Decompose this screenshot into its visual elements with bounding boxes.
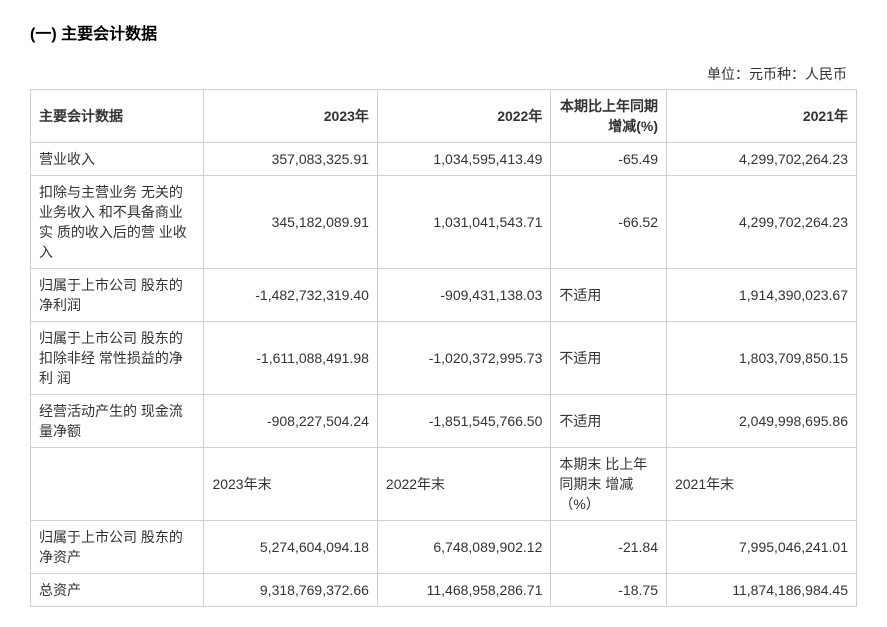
cell-2021: 7,995,046,241.01 bbox=[666, 521, 856, 574]
row-label: 归属于上市公司 股东的净利润 bbox=[31, 269, 204, 322]
subheader-blank bbox=[31, 448, 204, 521]
cell-change: -65.49 bbox=[551, 143, 667, 176]
row-label: 扣除与主营业务 无关的业务收入 和不具备商业实 质的收入后的营 业收入 bbox=[31, 176, 204, 269]
cell-2023: 357,083,325.91 bbox=[204, 143, 377, 176]
cell-2022: 6,748,089,902.12 bbox=[377, 521, 550, 574]
cell-2022: -1,020,372,995.73 bbox=[377, 322, 550, 395]
cell-change: 不适用 bbox=[551, 269, 667, 322]
cell-2023: 5,274,604,094.18 bbox=[204, 521, 377, 574]
table-body: 营业收入357,083,325.911,034,595,413.49-65.49… bbox=[31, 143, 857, 607]
cell-2021: 1,803,709,850.15 bbox=[666, 322, 856, 395]
table-row: 归属于上市公司 股东的净利润-1,482,732,319.40-909,431,… bbox=[31, 269, 857, 322]
cell-change: 不适用 bbox=[551, 395, 667, 448]
table-row: 营业收入357,083,325.911,034,595,413.49-65.49… bbox=[31, 143, 857, 176]
cell-2021: 4,299,702,264.23 bbox=[666, 176, 856, 269]
cell-change: -21.84 bbox=[551, 521, 667, 574]
cell-2021: 11,874,186,984.45 bbox=[666, 574, 856, 607]
subheader-2023-end: 2023年末 bbox=[204, 448, 377, 521]
cell-2023: -1,482,732,319.40 bbox=[204, 269, 377, 322]
financial-table: 主要会计数据 2023年 2022年 本期比上年同期增减(%) 2021年 营业… bbox=[30, 89, 857, 607]
row-label: 归属于上市公司 股东的净资产 bbox=[31, 521, 204, 574]
cell-2022: -909,431,138.03 bbox=[377, 269, 550, 322]
cell-change: -18.75 bbox=[551, 574, 667, 607]
table-subheader-row: 2023年末2022年末本期末 比上年 同期末 增减（%）2021年末 bbox=[31, 448, 857, 521]
row-label: 营业收入 bbox=[31, 143, 204, 176]
cell-2022: 1,034,595,413.49 bbox=[377, 143, 550, 176]
subheader-2022-end: 2022年末 bbox=[377, 448, 550, 521]
row-label: 经营活动产生的 现金流量净额 bbox=[31, 395, 204, 448]
cell-2022: -1,851,545,766.50 bbox=[377, 395, 550, 448]
subheader-2021-end: 2021年末 bbox=[666, 448, 856, 521]
header-change: 本期比上年同期增减(%) bbox=[551, 90, 667, 143]
cell-2021: 4,299,702,264.23 bbox=[666, 143, 856, 176]
section-title: (一) 主要会计数据 bbox=[30, 20, 857, 44]
cell-2021: 2,049,998,695.86 bbox=[666, 395, 856, 448]
unit-label: 单位：元币种：人民币 bbox=[30, 64, 857, 84]
header-2023: 2023年 bbox=[204, 90, 377, 143]
row-label: 归属于上市公司 股东的扣除非经 常性损益的净利 润 bbox=[31, 322, 204, 395]
table-header-row: 主要会计数据 2023年 2022年 本期比上年同期增减(%) 2021年 bbox=[31, 90, 857, 143]
cell-change: -66.52 bbox=[551, 176, 667, 269]
cell-2022: 1,031,041,543.71 bbox=[377, 176, 550, 269]
table-row: 归属于上市公司 股东的净资产5,274,604,094.186,748,089,… bbox=[31, 521, 857, 574]
table-row: 扣除与主营业务 无关的业务收入 和不具备商业实 质的收入后的营 业收入345,1… bbox=[31, 176, 857, 269]
table-row: 归属于上市公司 股东的扣除非经 常性损益的净利 润-1,611,088,491.… bbox=[31, 322, 857, 395]
header-2022: 2022年 bbox=[377, 90, 550, 143]
table-row: 经营活动产生的 现金流量净额-908,227,504.24-1,851,545,… bbox=[31, 395, 857, 448]
subheader-change-end: 本期末 比上年 同期末 增减（%） bbox=[551, 448, 667, 521]
cell-2022: 11,468,958,286.71 bbox=[377, 574, 550, 607]
table-row: 总资产9,318,769,372.6611,468,958,286.71-18.… bbox=[31, 574, 857, 607]
cell-2023: -1,611,088,491.98 bbox=[204, 322, 377, 395]
cell-change: 不适用 bbox=[551, 322, 667, 395]
cell-2023: -908,227,504.24 bbox=[204, 395, 377, 448]
cell-2023: 345,182,089.91 bbox=[204, 176, 377, 269]
cell-2023: 9,318,769,372.66 bbox=[204, 574, 377, 607]
row-label: 总资产 bbox=[31, 574, 204, 607]
header-2021: 2021年 bbox=[666, 90, 856, 143]
cell-2021: 1,914,390,023.67 bbox=[666, 269, 856, 322]
header-main-data: 主要会计数据 bbox=[31, 90, 204, 143]
